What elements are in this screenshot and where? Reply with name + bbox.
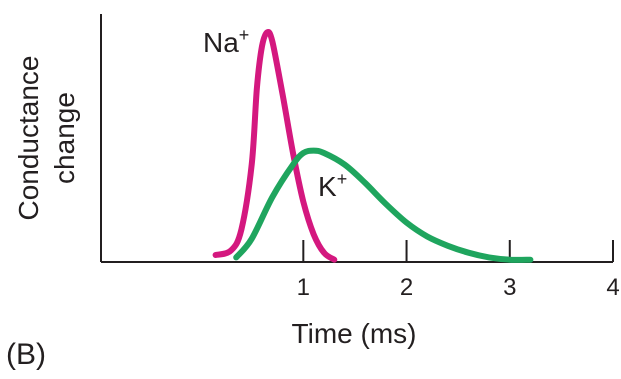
na-label-base: Na [203,27,239,58]
k-conductance-curve [233,147,534,263]
y-axis-label-line-1: Conductance [13,55,44,220]
na-conductance-curve [212,28,338,263]
x-tick-label-4: 4 [606,274,619,301]
k-label-base: K [318,171,337,202]
na-label-charge: + [239,25,250,45]
na-series-label: Na+ [203,25,249,58]
y-axis-label: Conductance change [13,55,80,220]
panel-label: (B) [6,338,46,371]
x-tick-label-1: 1 [297,274,310,301]
x-ticks: 1 2 3 4 [297,240,620,301]
x-tick-label-3: 3 [503,274,516,301]
chart-axes [100,14,613,263]
x-axis-label: Time (ms) [292,318,417,349]
x-tick-label-2: 2 [400,274,413,301]
k-series-label: K+ [318,169,347,202]
k-label-charge: + [337,169,348,189]
y-axis-label-line-2: change [49,92,80,184]
series-labels: Na+K+ [203,25,347,202]
series-layer [212,28,534,263]
